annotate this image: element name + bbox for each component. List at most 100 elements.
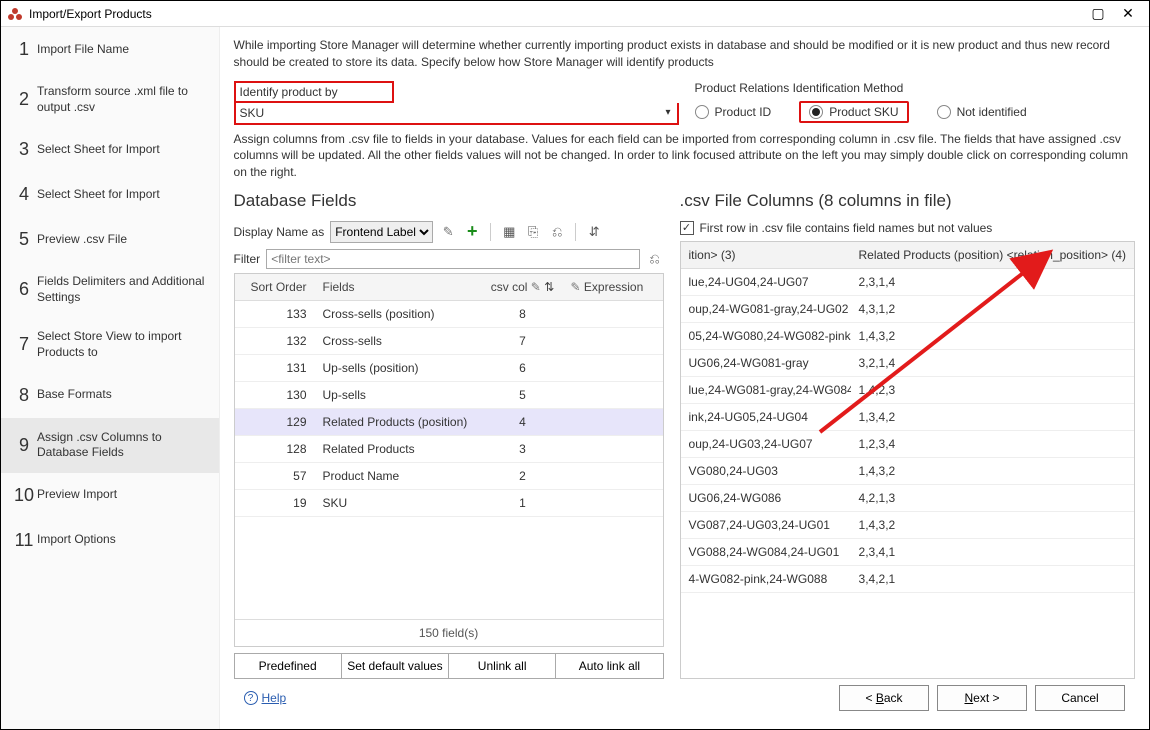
identify-label: Identify product by [240, 85, 338, 99]
step-label: Import File Name [37, 42, 209, 58]
field-row[interactable]: 128Related Products3 [235, 436, 663, 463]
step-number: 9 [11, 435, 37, 456]
fields-count: 150 field(s) [235, 619, 663, 646]
wizard-step-11[interactable]: 11Import Options [1, 518, 219, 563]
csv-row[interactable]: lue,24-WG081-gray,24-WG0841,4,2,3 [681, 377, 1134, 404]
step-label: Base Formats [37, 387, 209, 403]
csv-row[interactable]: ink,24-UG05,24-UG041,3,4,2 [681, 404, 1134, 431]
database-fields-title: Database Fields [234, 191, 664, 211]
step-number: 11 [11, 530, 37, 551]
titlebar: Import/Export Products ▢ ✕ [1, 1, 1149, 27]
predefined-button[interactable]: Predefined [234, 653, 342, 679]
csv-row[interactable]: 4-WG082-pink,24-WG0883,4,2,1 [681, 566, 1134, 593]
wizard-step-10[interactable]: 10Preview Import [1, 473, 219, 518]
col-csv[interactable]: csv col ⇅ [483, 274, 563, 300]
field-row[interactable]: 19SKU1 [235, 490, 663, 517]
filter-input[interactable] [266, 249, 639, 269]
help-link[interactable]: ?Help [244, 691, 287, 705]
step-label: Select Sheet for Import [37, 142, 209, 158]
csv-row[interactable]: oup,24-UG03,24-UG071,2,3,4 [681, 431, 1134, 458]
csv-row[interactable]: lue,24-UG04,24-UG072,3,1,4 [681, 269, 1134, 296]
filter-label: Filter [234, 252, 261, 266]
col-expression[interactable]: Expression [563, 274, 663, 300]
radio-label: Product ID [715, 105, 772, 119]
field-row[interactable]: 57Product Name2 [235, 463, 663, 490]
csv-row[interactable]: 05,24-WG080,24-WG082-pink1,4,3,2 [681, 323, 1134, 350]
wizard-sidebar: 1Import File Name2Transform source .xml … [1, 27, 220, 729]
col-sort-order[interactable]: Sort Order [235, 274, 315, 300]
display-name-label: Display Name as [234, 225, 325, 239]
wizard-step-1[interactable]: 1Import File Name [1, 27, 219, 72]
wizard-step-4[interactable]: 4Select Sheet for Import [1, 172, 219, 217]
relation-method-label: Product Relations Identification Method [695, 81, 1027, 95]
step-number: 10 [11, 485, 37, 506]
next-button[interactable]: Next > [937, 685, 1027, 711]
step-number: 7 [11, 334, 37, 355]
csv-row[interactable]: UG06,24-WG081-gray3,2,1,4 [681, 350, 1134, 377]
csv-col-header-1[interactable]: ition> (3) [681, 242, 851, 268]
wizard-step-7[interactable]: 7Select Store View to import Products to [1, 317, 219, 372]
toolbar-icon-4[interactable]: ⇵ [585, 223, 603, 241]
radio-product-sku[interactable]: Product SKU [799, 101, 908, 123]
step-number: 4 [11, 184, 37, 205]
csv-row[interactable]: oup,24-WG081-gray,24-UG024,3,1,2 [681, 296, 1134, 323]
fields-grid: Sort Order Fields csv col ⇅ Expression 1… [234, 273, 664, 647]
window-title: Import/Export Products [29, 7, 152, 21]
wizard-step-6[interactable]: 6Fields Delimiters and Additional Settin… [1, 262, 219, 317]
toolbar-icon-3[interactable]: ⎌ [548, 223, 566, 241]
filter-clear-icon[interactable]: ⎌ [646, 250, 664, 268]
step-number: 5 [11, 229, 37, 250]
csv-columns-title: .csv File Columns (8 columns in file) [680, 191, 1135, 211]
auto-link-all-button[interactable]: Auto link all [556, 653, 663, 679]
radio-label: Product SKU [829, 105, 898, 119]
identify-value: SKU [240, 106, 265, 120]
csv-grid: ition> (3) Related Products (position) <… [680, 241, 1135, 679]
csv-row[interactable]: VG087,24-UG03,24-UG011,4,3,2 [681, 512, 1134, 539]
step-number: 3 [11, 139, 37, 160]
wizard-step-5[interactable]: 5Preview .csv File [1, 217, 219, 262]
wizard-step-3[interactable]: 3Select Sheet for Import [1, 127, 219, 172]
toolbar-icon-1[interactable]: ▦ [500, 223, 518, 241]
step-label: Import Options [37, 532, 209, 548]
window-close[interactable]: ✕ [1113, 5, 1143, 22]
radio-product-id[interactable]: Product ID [695, 105, 772, 119]
field-row[interactable]: 132Cross-sells7 [235, 328, 663, 355]
step-label: Preview .csv File [37, 232, 209, 248]
csv-row[interactable]: VG088,24-WG084,24-UG012,3,4,1 [681, 539, 1134, 566]
radio-dot [937, 105, 951, 119]
edit-icon[interactable] [439, 223, 457, 241]
first-row-checkbox[interactable]: ✓ [680, 221, 694, 235]
add-icon[interactable]: + [463, 223, 481, 241]
cancel-button[interactable]: Cancel [1035, 685, 1125, 711]
identify-dropdown[interactable]: SKU ▾ [234, 103, 679, 125]
step-label: Transform source .xml file to output .cs… [37, 84, 209, 115]
field-row[interactable]: 133Cross-sells (position)8 [235, 301, 663, 328]
set-default-values-button[interactable]: Set default values [342, 653, 449, 679]
unlink-all-button[interactable]: Unlink all [449, 653, 556, 679]
step-number: 8 [11, 385, 37, 406]
wizard-step-8[interactable]: 8Base Formats [1, 373, 219, 418]
col-fields[interactable]: Fields [315, 274, 483, 300]
step-label: Select Sheet for Import [37, 187, 209, 203]
csv-row[interactable]: VG080,24-UG031,4,3,2 [681, 458, 1134, 485]
radio-not-identified[interactable]: Not identified [937, 105, 1027, 119]
display-name-select[interactable]: Frontend Label [330, 221, 433, 243]
toolbar-icon-2[interactable]: ⎘ [524, 223, 542, 241]
radio-label: Not identified [957, 105, 1027, 119]
field-row[interactable]: 129Related Products (position)4 [235, 409, 663, 436]
assign-description: Assign columns from .csv file to fields … [234, 131, 1135, 181]
csv-row[interactable]: UG06,24-WG0864,2,1,3 [681, 485, 1134, 512]
field-row[interactable]: 130Up-sells5 [235, 382, 663, 409]
step-label: Fields Delimiters and Additional Setting… [37, 274, 209, 305]
wizard-step-2[interactable]: 2Transform source .xml file to output .c… [1, 72, 219, 127]
wizard-step-9[interactable]: 9Assign .csv Columns to Database Fields [1, 418, 219, 473]
radio-dot [695, 105, 709, 119]
csv-col-header-2[interactable]: Related Products (position) <relation_po… [851, 242, 1134, 268]
identify-label-box: Identify product by [234, 81, 394, 103]
step-label: Select Store View to import Products to [37, 329, 209, 360]
step-number: 1 [11, 39, 37, 60]
field-row[interactable]: 131Up-sells (position)6 [235, 355, 663, 382]
window-maximize[interactable]: ▢ [1083, 5, 1113, 22]
back-button[interactable]: < Back [839, 685, 929, 711]
step-number: 2 [11, 89, 37, 110]
